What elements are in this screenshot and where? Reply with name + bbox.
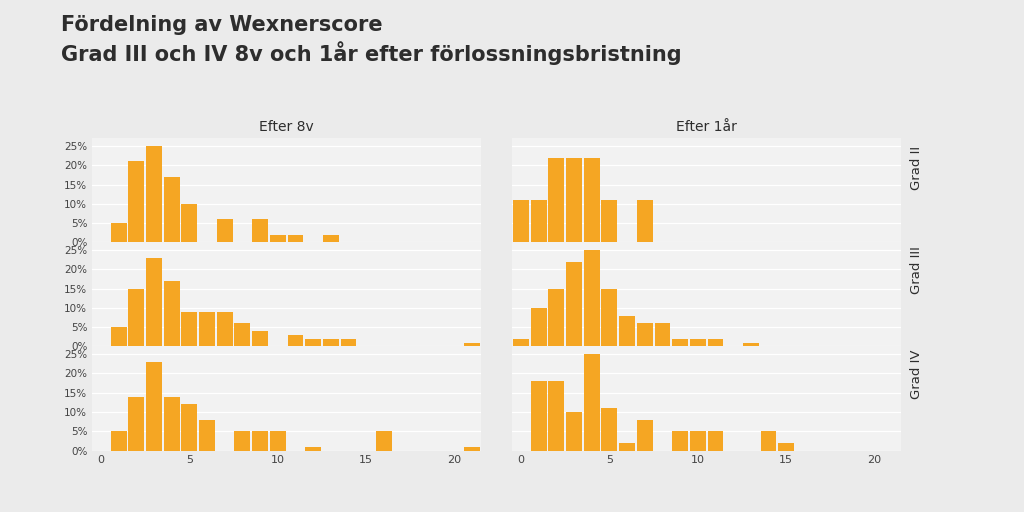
Bar	[778, 443, 795, 451]
Bar	[549, 381, 564, 451]
Bar	[654, 323, 671, 347]
Bar	[601, 200, 617, 242]
Bar	[181, 404, 198, 451]
Bar	[217, 312, 232, 347]
Bar	[761, 431, 776, 451]
Bar	[530, 381, 547, 451]
Bar	[146, 146, 162, 242]
Bar	[549, 158, 564, 242]
Title: Efter 1år: Efter 1år	[676, 120, 737, 134]
Bar	[128, 397, 144, 451]
Bar	[464, 343, 480, 347]
Bar	[323, 234, 339, 242]
Bar	[199, 312, 215, 347]
Bar	[601, 289, 617, 347]
Bar	[341, 339, 356, 347]
Bar	[270, 431, 286, 451]
Bar	[234, 431, 251, 451]
Bar	[288, 234, 303, 242]
Bar	[323, 339, 339, 347]
Bar	[146, 258, 162, 347]
Bar	[146, 362, 162, 451]
Bar	[128, 161, 144, 242]
Bar	[252, 331, 268, 347]
Bar	[742, 343, 759, 347]
Text: Grad IV: Grad IV	[910, 349, 923, 398]
Bar	[601, 408, 617, 451]
Bar	[305, 446, 322, 451]
Bar	[690, 339, 706, 347]
Bar	[181, 204, 198, 242]
Bar	[270, 234, 286, 242]
Bar	[620, 315, 635, 347]
Bar	[513, 200, 529, 242]
Bar	[637, 323, 652, 347]
Bar	[111, 431, 127, 451]
Bar	[672, 339, 688, 347]
Bar	[637, 200, 652, 242]
Bar	[584, 250, 600, 347]
Bar	[672, 431, 688, 451]
Bar	[128, 289, 144, 347]
Bar	[164, 281, 179, 347]
Bar	[708, 339, 723, 347]
Bar	[513, 339, 529, 347]
Bar	[566, 158, 582, 242]
Bar	[164, 397, 179, 451]
Bar	[234, 323, 251, 347]
Bar	[549, 289, 564, 347]
Bar	[584, 158, 600, 242]
Bar	[708, 431, 723, 451]
Bar	[376, 431, 392, 451]
Bar	[530, 200, 547, 242]
Bar	[637, 420, 652, 451]
Text: Grad III: Grad III	[910, 246, 923, 294]
Bar	[690, 431, 706, 451]
Text: Grad II: Grad II	[910, 146, 923, 190]
Bar	[464, 446, 480, 451]
Bar	[252, 219, 268, 242]
Bar	[305, 339, 322, 347]
Bar	[111, 223, 127, 242]
Bar	[566, 262, 582, 347]
Bar	[164, 177, 179, 242]
Bar	[288, 335, 303, 347]
Bar	[217, 219, 232, 242]
Bar	[584, 354, 600, 451]
Bar	[252, 431, 268, 451]
Text: Fördelning av Wexnerscore
Grad III och IV 8v och 1år efter förlossningsbristning: Fördelning av Wexnerscore Grad III och I…	[61, 15, 682, 65]
Bar	[181, 312, 198, 347]
Bar	[111, 327, 127, 347]
Bar	[620, 443, 635, 451]
Bar	[199, 420, 215, 451]
Bar	[566, 412, 582, 451]
Title: Efter 8v: Efter 8v	[259, 120, 314, 134]
Bar	[530, 308, 547, 347]
